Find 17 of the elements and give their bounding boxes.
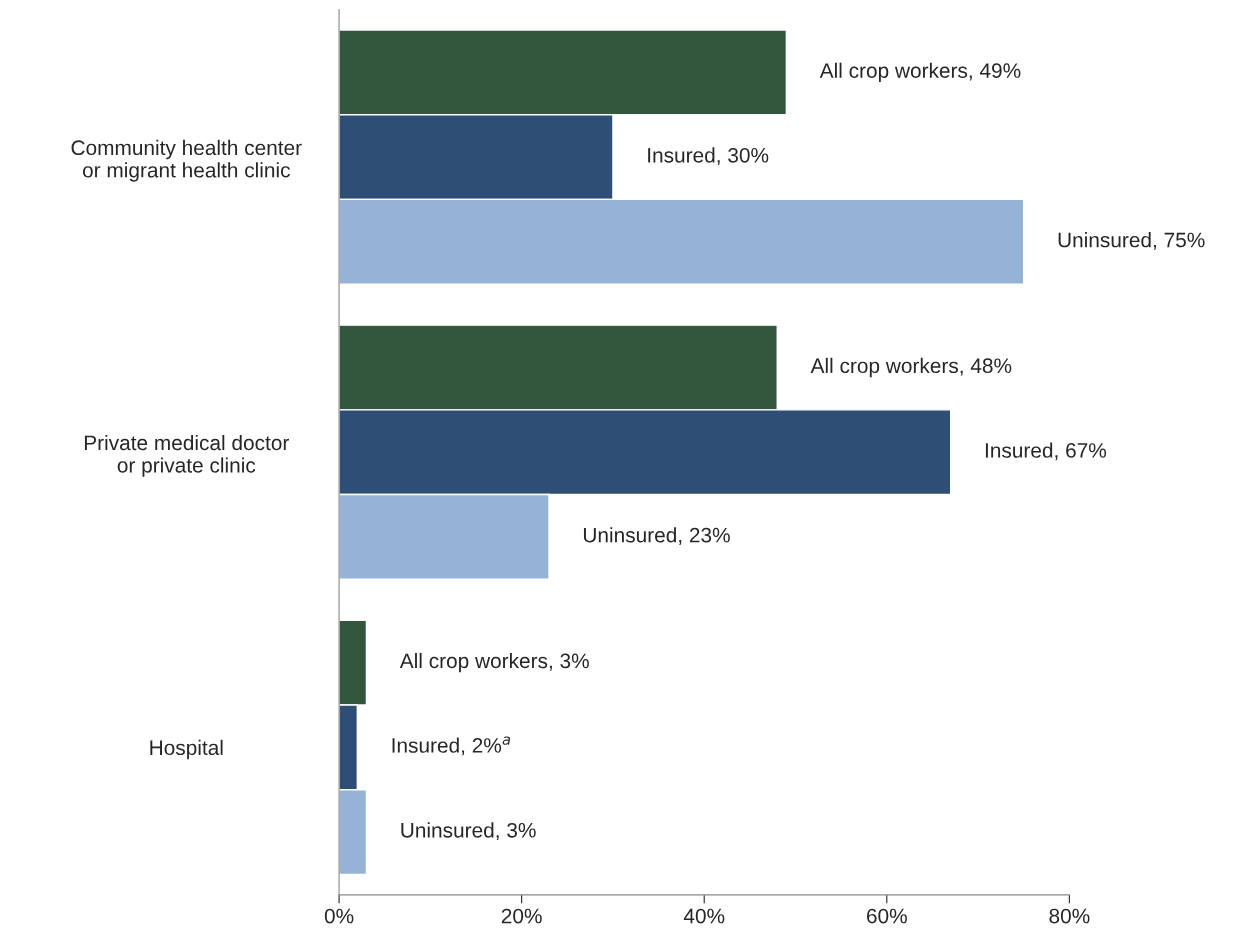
y-tick-label: Community health center or migrant health clinic [71, 139, 302, 182]
x-tick-label: 40% [683, 908, 725, 924]
data-label: Insured, 67% [985, 442, 1107, 461]
data-label: All crop workers, 3% [399, 652, 589, 673]
x-tick-label: 0% [324, 908, 354, 924]
data-label: Insured, 30% [648, 147, 769, 166]
y-tick-label: Private medical doctor or private clinic [84, 434, 289, 477]
data-label: All crop workers, 48% [810, 357, 1012, 378]
x-tick-label: 80% [1049, 908, 1090, 924]
data-label: Insured, 2%$^{a}$ [392, 736, 511, 756]
data-label: Uninsured, 75% [1058, 232, 1205, 250]
data-label: Uninsured, 23% [583, 527, 730, 545]
x-tick-label: 20% [501, 908, 542, 924]
data-label: Uninsured, 3% [401, 822, 536, 841]
y-tick-label: Hospital [150, 739, 223, 760]
data-label: All crop workers, 49% [819, 62, 1021, 83]
x-tick-label: 60% [867, 908, 907, 924]
